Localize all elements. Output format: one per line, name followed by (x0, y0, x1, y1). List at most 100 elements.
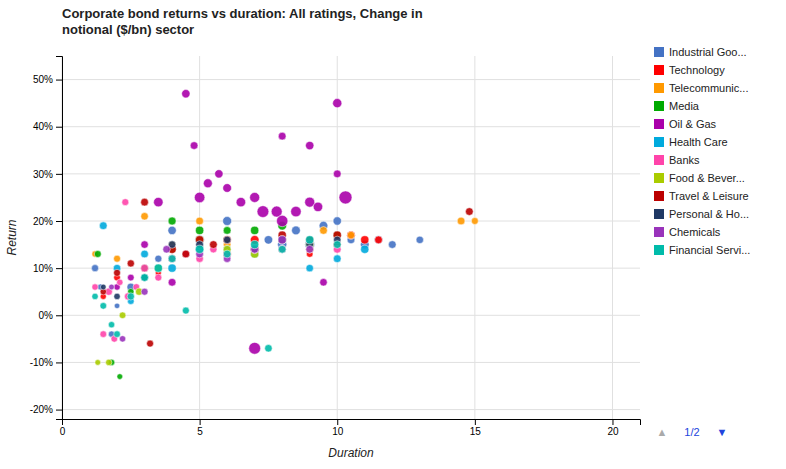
legend-item: Health Care (654, 136, 728, 148)
y-grid-line (62, 409, 640, 410)
point (250, 192, 260, 202)
title-line: Corporate bond returns vs duration: All … (62, 6, 423, 21)
y-tick-label: 10% (33, 263, 53, 274)
point (251, 240, 259, 248)
point (109, 284, 115, 290)
series (99, 222, 368, 305)
point (257, 206, 269, 218)
point (306, 141, 314, 149)
point (196, 245, 204, 253)
point (155, 264, 162, 271)
point (195, 245, 204, 254)
series (100, 198, 473, 347)
y-tick-label: 0% (39, 310, 54, 321)
point (141, 274, 149, 282)
point (265, 345, 272, 352)
point (278, 132, 286, 140)
y-tick-mark (56, 362, 62, 363)
y-grid-line (62, 126, 640, 127)
series (100, 236, 341, 300)
point (147, 340, 154, 347)
point (154, 264, 162, 272)
point (127, 260, 134, 267)
y-tick-mark (56, 315, 62, 316)
point (128, 274, 135, 281)
x-axis: 05101520 (60, 419, 641, 437)
point (182, 250, 189, 257)
point (155, 255, 162, 262)
point (168, 264, 176, 272)
point (278, 236, 286, 244)
x-tick-mark (337, 419, 338, 425)
point (361, 245, 369, 253)
point (114, 269, 121, 276)
legend-swatch (654, 83, 664, 93)
y-tick-mark (56, 127, 62, 128)
legend-swatch (654, 209, 664, 219)
point (114, 255, 121, 262)
point (306, 245, 314, 253)
point (163, 246, 170, 253)
point (333, 170, 341, 178)
point (99, 222, 107, 230)
point (320, 227, 328, 235)
y-axis: -20%-10%0%10%20%30%40%50% (30, 57, 63, 420)
point (215, 170, 223, 178)
y-grid-line (62, 315, 640, 316)
point (278, 245, 286, 253)
legend-label: Technology (669, 64, 725, 76)
x-axis-line (63, 420, 641, 426)
point (203, 179, 212, 188)
point (291, 206, 301, 216)
y-tick: 40% (33, 121, 62, 132)
point (92, 265, 99, 272)
point (108, 322, 114, 328)
legend-swatch (654, 155, 664, 165)
point (196, 217, 204, 225)
point (117, 374, 123, 380)
legend-swatch (654, 227, 664, 237)
x-tick: 10 (332, 419, 344, 437)
x-tick: 5 (197, 419, 203, 437)
point (223, 250, 231, 258)
legend-item: Chemicals (654, 226, 721, 238)
legend-swatch (654, 191, 664, 201)
point (306, 236, 313, 243)
x-tick-mark (612, 419, 613, 425)
point (119, 336, 125, 342)
point (168, 255, 176, 263)
point (306, 236, 314, 244)
point (168, 255, 176, 263)
point (92, 293, 98, 299)
y-tick-label: -20% (30, 404, 53, 415)
point (333, 241, 341, 249)
series (94, 217, 341, 379)
point (141, 264, 148, 271)
legend-swatch (654, 137, 664, 147)
point (333, 217, 341, 225)
y-tick-mark (56, 221, 62, 222)
legend-item: Technology (654, 64, 725, 76)
plot-area: 05101520-20%-10%0%10%20%30%40%50% (30, 56, 641, 437)
point (100, 303, 107, 310)
points (92, 90, 479, 380)
point (141, 213, 148, 220)
y-grid-line (62, 268, 640, 269)
point (141, 288, 148, 295)
title-line: notional ($/bn) sector (62, 22, 194, 37)
legend-label: Health Care (669, 136, 728, 148)
point (141, 264, 149, 272)
point (106, 359, 112, 365)
y-tick-label: 30% (33, 169, 53, 180)
y-tick: -20% (30, 404, 62, 415)
legend-swatch (654, 119, 664, 129)
legend-label: Financial Servi... (669, 244, 750, 256)
y-tick-label: 50% (33, 74, 53, 85)
x-tick-label: 10 (332, 426, 344, 437)
y-tick-label: -10% (30, 357, 53, 368)
legend-swatch (654, 101, 664, 111)
legend-item: Banks (654, 154, 700, 166)
legend-swatch (654, 245, 664, 255)
point (292, 226, 301, 235)
point (347, 231, 354, 238)
